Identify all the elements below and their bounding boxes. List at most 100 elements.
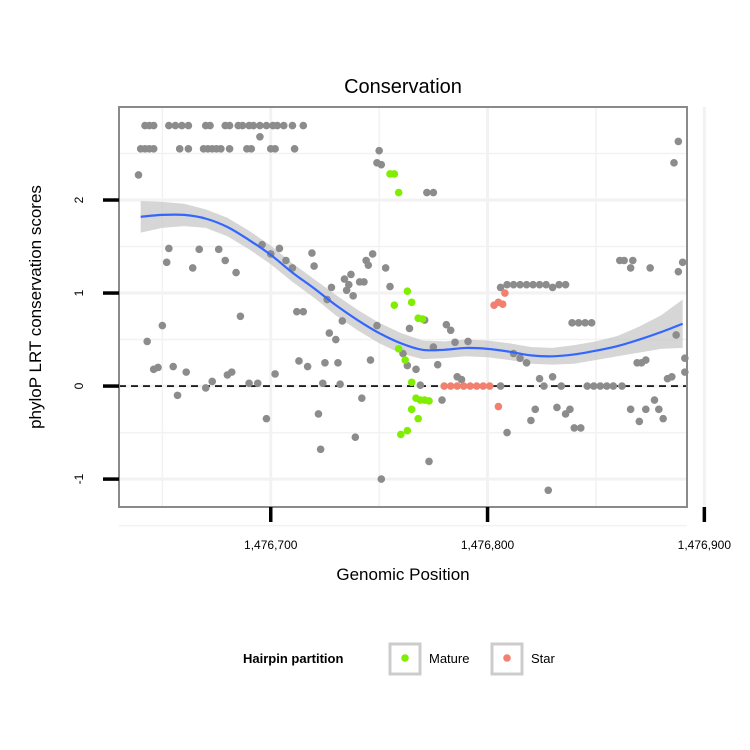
data-point-other bbox=[162, 258, 171, 267]
data-point-other bbox=[271, 145, 279, 153]
data-point-other bbox=[535, 374, 544, 383]
data-point-other bbox=[548, 372, 557, 381]
data-point-other bbox=[314, 410, 323, 418]
data-point-other bbox=[659, 414, 667, 423]
data-point-other bbox=[178, 121, 186, 130]
data-point-other bbox=[566, 405, 574, 414]
data-point-other bbox=[674, 267, 683, 276]
data-point-star bbox=[479, 382, 488, 390]
data-point-other bbox=[642, 356, 650, 364]
data-point-other bbox=[184, 145, 193, 153]
data-point-other bbox=[602, 382, 611, 390]
y-tick-label: 2 bbox=[72, 196, 86, 203]
data-point-other bbox=[143, 337, 151, 346]
series-mature bbox=[386, 170, 433, 439]
data-point-other bbox=[184, 121, 193, 130]
data-point-mature bbox=[414, 414, 422, 423]
data-point-other bbox=[364, 261, 373, 269]
data-point-other bbox=[522, 280, 531, 289]
data-point-other bbox=[416, 381, 425, 389]
data-point-other bbox=[589, 382, 598, 390]
data-point-other bbox=[576, 424, 585, 432]
data-point-other bbox=[412, 365, 420, 374]
y-axis-label: phyloP LRT conservation scores bbox=[26, 185, 45, 429]
data-point-other bbox=[325, 329, 334, 337]
data-point-other bbox=[340, 275, 349, 283]
data-point-other bbox=[256, 121, 264, 130]
data-point-other bbox=[225, 145, 234, 153]
data-point-mature bbox=[394, 345, 403, 353]
data-point-other bbox=[303, 362, 312, 371]
data-point-other bbox=[247, 145, 256, 153]
y-tick-label: 0 bbox=[72, 382, 86, 389]
data-point-other bbox=[169, 362, 177, 371]
data-point-other bbox=[446, 326, 455, 335]
data-point-other bbox=[670, 159, 678, 167]
axes-layer: 1,476,700 1,476,800 1,476,900 -1 0 1 2 bbox=[72, 196, 731, 552]
data-point-star bbox=[466, 382, 475, 390]
data-point-other bbox=[338, 317, 347, 325]
data-point-other bbox=[171, 121, 180, 130]
data-point-other bbox=[299, 121, 308, 130]
data-point-other bbox=[570, 424, 579, 432]
data-point-mature bbox=[401, 356, 409, 364]
data-point-other bbox=[336, 380, 344, 389]
data-point-other bbox=[583, 382, 592, 390]
data-point-other bbox=[522, 359, 531, 367]
legend: Hairpin partition Mature Star bbox=[243, 642, 556, 676]
data-point-mature bbox=[394, 188, 403, 197]
data-point-other bbox=[503, 428, 511, 437]
data-point-other bbox=[345, 280, 353, 289]
data-point-other bbox=[678, 258, 687, 267]
data-point-other bbox=[154, 363, 162, 372]
data-point-other bbox=[173, 391, 182, 400]
data-point-other bbox=[308, 249, 316, 257]
data-point-other bbox=[581, 319, 589, 327]
data-point-other bbox=[236, 312, 245, 321]
data-point-other bbox=[256, 132, 264, 141]
data-point-other bbox=[232, 268, 240, 277]
data-point-other bbox=[217, 145, 225, 153]
data-point-other bbox=[496, 382, 505, 390]
data-point-other bbox=[609, 382, 618, 390]
data-point-other bbox=[321, 359, 329, 367]
data-point-mature bbox=[407, 298, 416, 307]
data-point-mature bbox=[418, 315, 427, 323]
data-point-other bbox=[245, 379, 253, 388]
data-point-other bbox=[496, 283, 505, 292]
data-point-other bbox=[225, 121, 234, 130]
data-point-other bbox=[366, 356, 375, 364]
data-point-other bbox=[208, 377, 217, 386]
data-point-other bbox=[674, 137, 683, 146]
data-point-star bbox=[459, 382, 468, 390]
data-point-other bbox=[327, 283, 336, 292]
data-point-other bbox=[134, 171, 143, 179]
data-point-other bbox=[587, 319, 596, 327]
data-point-other bbox=[620, 256, 628, 265]
data-point-other bbox=[516, 354, 524, 362]
data-point-other bbox=[531, 405, 540, 414]
data-point-other bbox=[535, 280, 544, 289]
data-point-other bbox=[375, 146, 383, 155]
data-point-other bbox=[555, 280, 563, 289]
data-point-other bbox=[368, 250, 377, 258]
data-point-other bbox=[334, 359, 342, 367]
legend-key-star-box bbox=[490, 642, 524, 676]
data-point-other bbox=[386, 282, 394, 291]
legend-label-mature: Mature bbox=[429, 651, 469, 666]
data-point-other bbox=[626, 264, 635, 272]
data-point-other bbox=[279, 121, 288, 130]
data-point-other bbox=[425, 457, 433, 466]
points-layer bbox=[134, 121, 689, 495]
data-point-other bbox=[574, 319, 583, 327]
smooth-fit-line bbox=[140, 213, 684, 358]
data-point-other bbox=[347, 270, 355, 279]
data-point-other bbox=[464, 337, 472, 346]
data-point-other bbox=[282, 256, 290, 265]
data-point-other bbox=[273, 121, 282, 130]
data-point-other bbox=[149, 145, 158, 153]
data-point-other bbox=[642, 405, 650, 414]
data-point-other bbox=[540, 382, 548, 390]
data-point-star bbox=[446, 382, 455, 390]
series-other bbox=[134, 121, 689, 495]
